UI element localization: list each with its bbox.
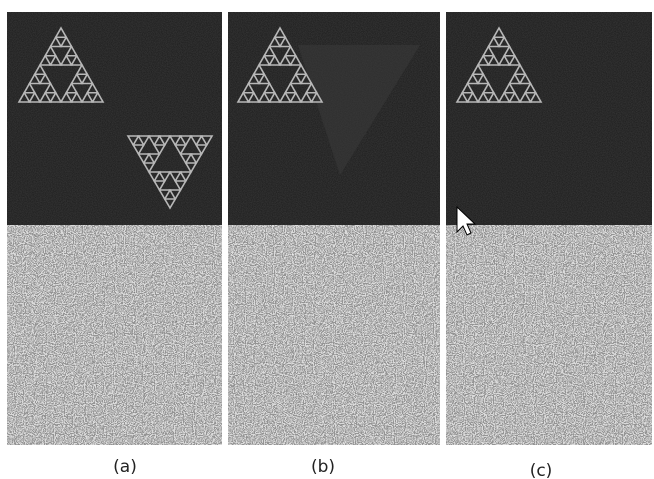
noise-region <box>7 225 222 445</box>
panels <box>7 12 652 445</box>
panel-label: (c) <box>530 461 553 479</box>
panel-label: (b) <box>311 457 335 477</box>
panel-label: (a) <box>113 457 137 477</box>
figure: (a) (b) (c) <box>0 0 654 479</box>
grain <box>7 12 222 225</box>
noise-region <box>228 225 440 445</box>
grain <box>446 12 652 225</box>
noise-region <box>446 225 652 445</box>
